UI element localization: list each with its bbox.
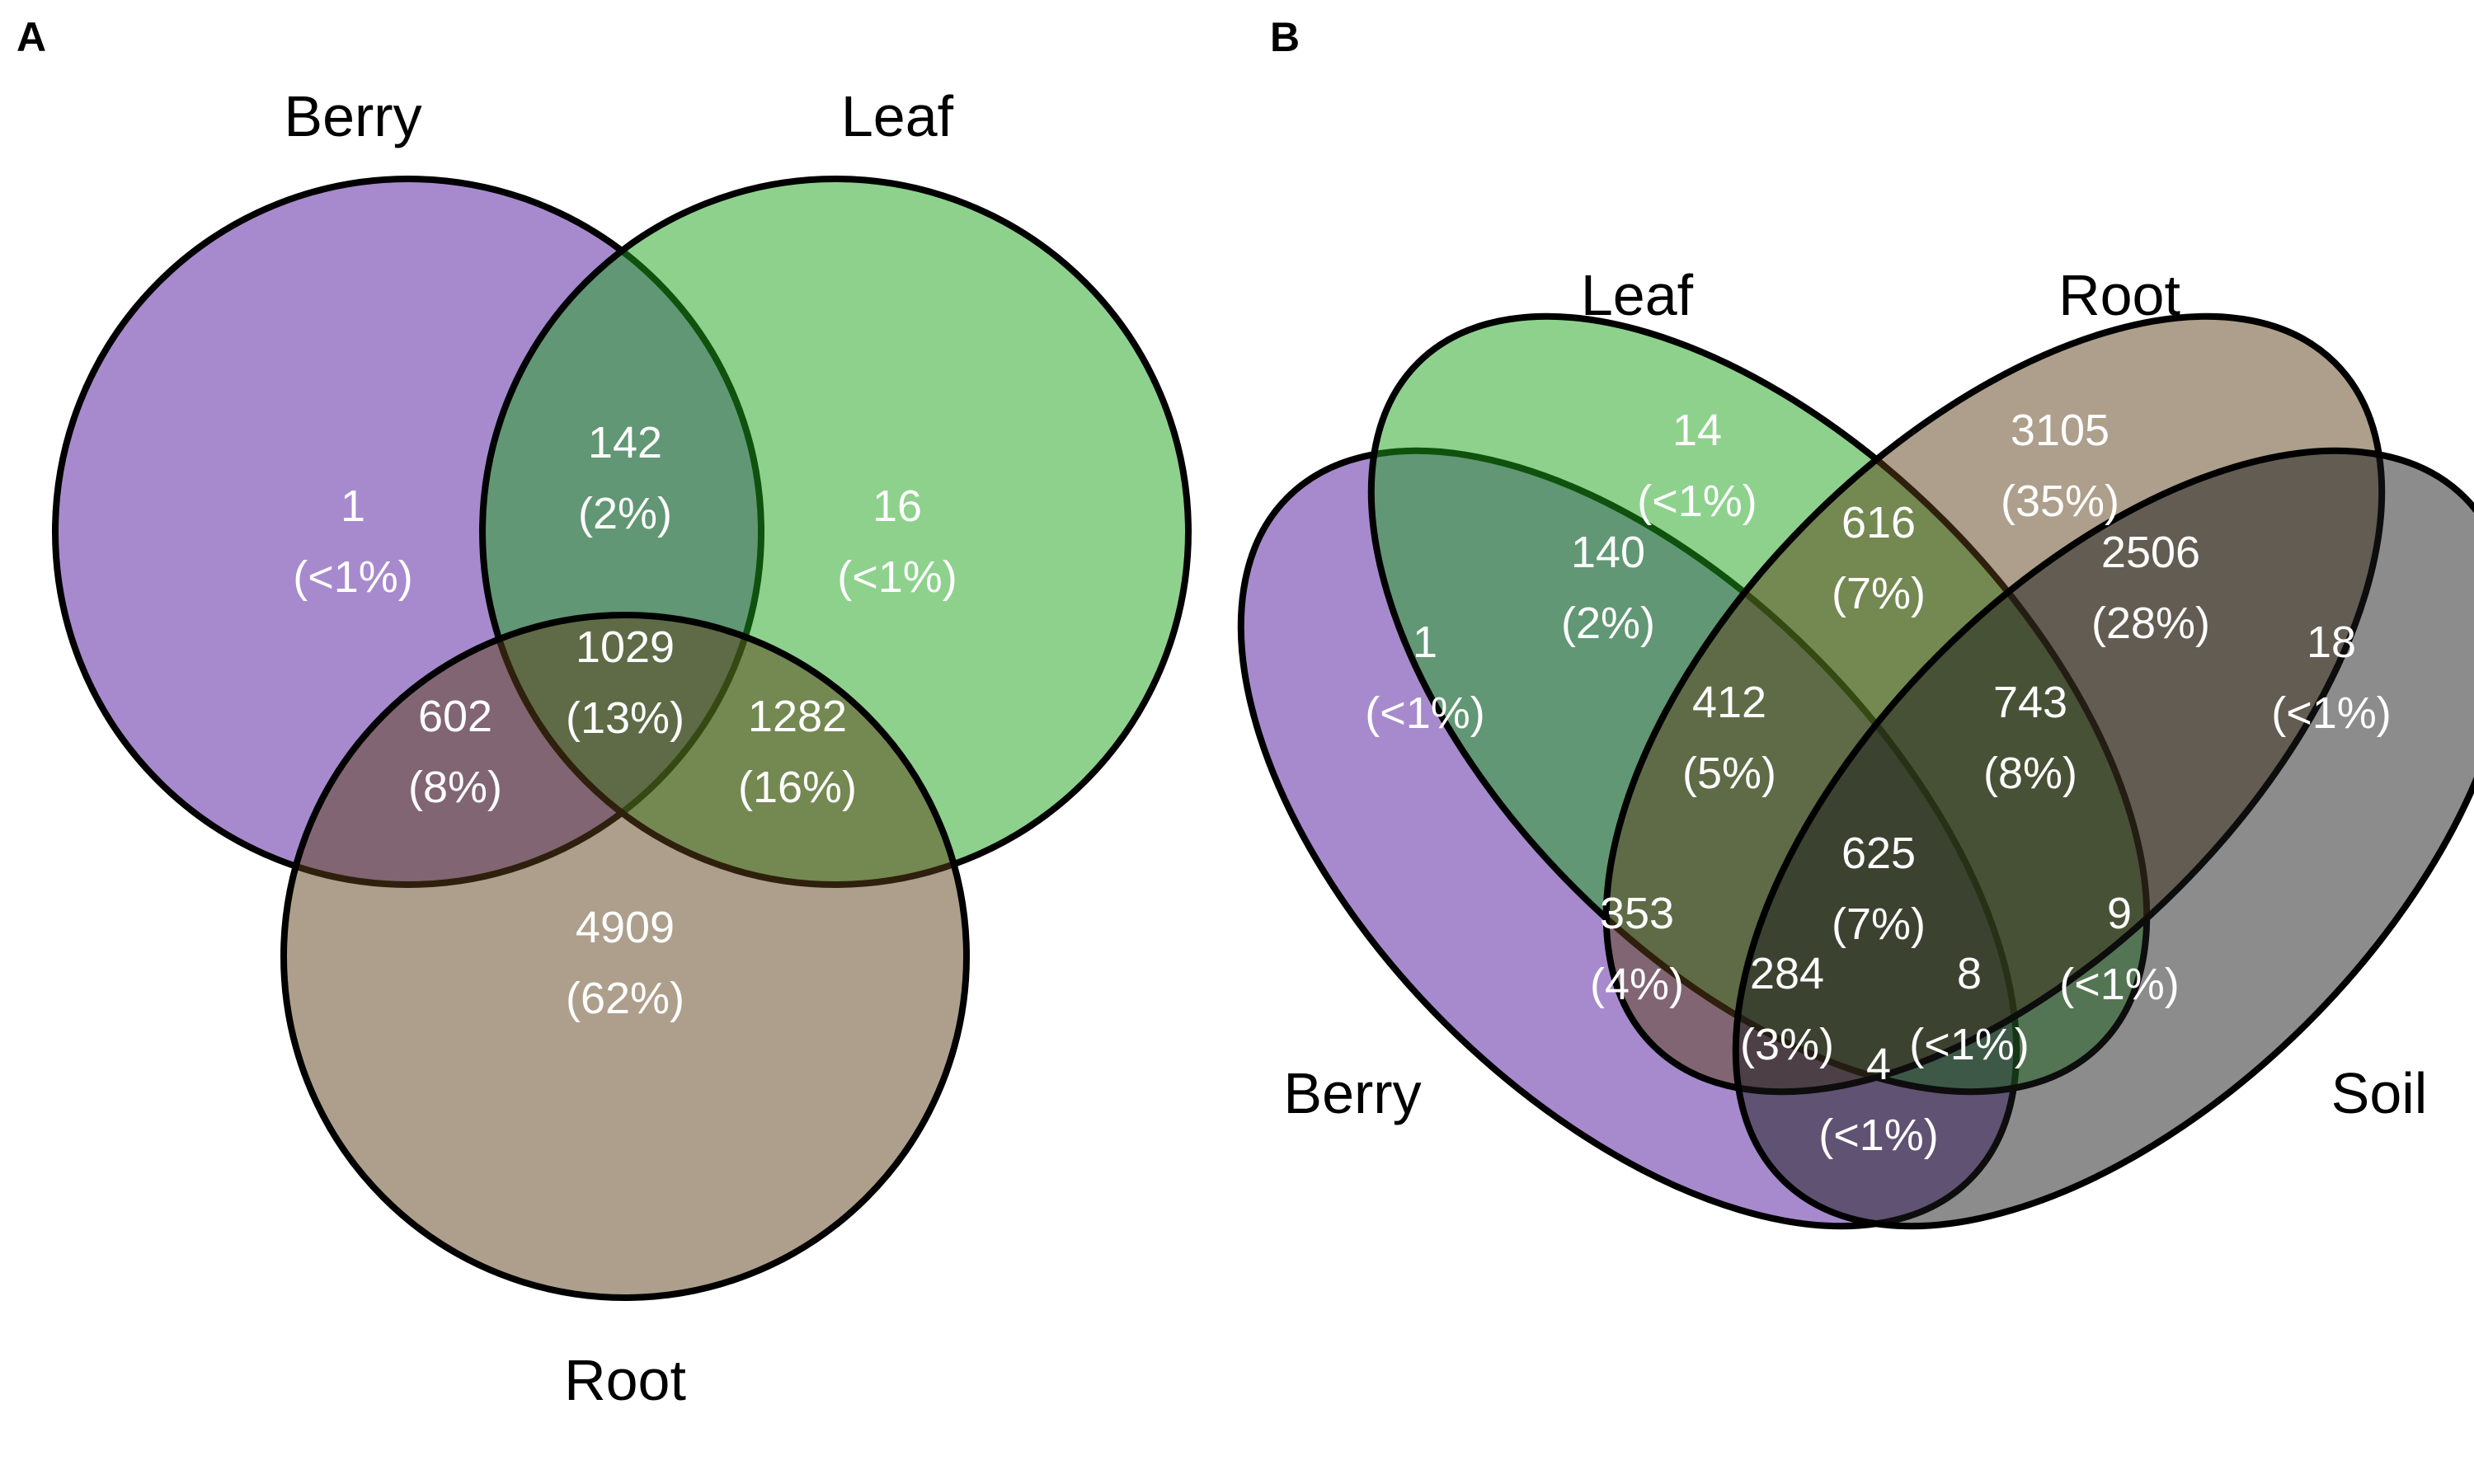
region-percent: (8%)	[408, 763, 502, 812]
region-count: 142	[588, 418, 662, 467]
panel-b-region-berry-root: 353 (4%)	[1590, 889, 1684, 1009]
region-percent: (16%)	[738, 763, 857, 812]
region-percent: (62%)	[566, 974, 684, 1023]
region-percent: (4%)	[1590, 960, 1684, 1009]
region-percent: (<1%)	[1818, 1111, 1939, 1160]
region-percent: (<1%)	[2271, 688, 2392, 738]
panel-b-region-all-four: 625 (7%)	[1832, 829, 1926, 949]
panel-a-region-all-three: 1029 (13%)	[566, 622, 684, 743]
panel-a-region-berry-root: 602 (8%)	[408, 692, 502, 812]
panel-a-label-root: Root	[564, 1348, 686, 1412]
region-percent: (28%)	[2091, 599, 2210, 648]
region-count: 9	[2107, 889, 2132, 938]
panel-b-region-berry-leaf-soil: 8 (<1%)	[1909, 949, 2030, 1069]
region-count: 284	[1750, 949, 1824, 998]
panel-b-label-root: Root	[2058, 263, 2180, 327]
region-count: 18	[2307, 618, 2356, 667]
panel-b-region-leaf-soil: 9 (<1%)	[2059, 889, 2180, 1009]
panel-b-region-root-soil: 2506 (28%)	[2091, 528, 2210, 648]
region-count: 1	[341, 481, 365, 531]
region-percent: (<1%)	[1637, 477, 1757, 526]
panel-b-region-soil-only: 18 (<1%)	[2271, 618, 2392, 738]
panel-b-region-leaf-root-soil: 743 (8%)	[1983, 678, 2077, 798]
panel-b-label-soil: Soil	[2331, 1061, 2428, 1125]
panel-b-region-berry-leaf-root: 412 (5%)	[1682, 678, 1776, 798]
region-count: 140	[1571, 528, 1645, 577]
region-count: 14	[1672, 406, 1722, 455]
region-percent: (13%)	[566, 693, 684, 743]
region-count: 16	[872, 481, 922, 531]
panel-a-label-berry: Berry	[284, 84, 421, 148]
panel-a-region-root-only: 4909 (62%)	[566, 903, 684, 1023]
region-percent: (7%)	[1832, 899, 1926, 949]
panel-b-label-berry: Berry	[1283, 1061, 1421, 1125]
panel-b-region-root-only: 3105 (35%)	[2001, 406, 2119, 526]
region-percent: (<1%)	[1365, 688, 1485, 738]
panel-b-region-berry-only: 1 (<1%)	[1365, 618, 1485, 738]
region-count: 3105	[2011, 406, 2109, 455]
region-percent: (5%)	[1682, 749, 1776, 798]
region-count: 1	[1413, 618, 1437, 667]
panel-a-region-leaf-root: 1282 (16%)	[738, 692, 857, 812]
region-percent: (2%)	[1561, 599, 1655, 648]
panel-a-letter: A	[16, 14, 46, 60]
panel-a: A Berry Leaf Root 1 (<1%) 142 (2%) 16 (<…	[16, 14, 1192, 1412]
region-percent: (2%)	[578, 489, 672, 538]
region-percent: (35%)	[2001, 477, 2119, 526]
panel-b-region-berry-soil: 4 (<1%)	[1818, 1040, 1939, 1160]
region-percent: (<1%)	[1909, 1020, 2030, 1069]
panel-b-region-leaf-root: 616 (7%)	[1832, 498, 1926, 618]
region-count: 8	[1957, 949, 1982, 998]
region-percent: (<1%)	[2059, 960, 2180, 1009]
region-percent: (8%)	[1983, 749, 2077, 798]
panel-b-letter: B	[1270, 14, 1300, 60]
region-count: 4	[1866, 1040, 1891, 1089]
panel-a-root-circle	[280, 612, 970, 1301]
region-percent: (<1%)	[837, 552, 957, 602]
panel-b-label-leaf: Leaf	[1581, 263, 1694, 327]
region-percent: (<1%)	[293, 552, 413, 602]
panel-b-region-berry-leaf: 140 (2%)	[1561, 528, 1655, 648]
panel-a-region-berry-leaf: 142 (2%)	[578, 418, 672, 538]
panel-a-label-leaf: Leaf	[841, 84, 954, 148]
panel-b-soil-ellipse	[1732, 447, 2474, 1230]
panel-a-region-berry-only: 1 (<1%)	[293, 481, 413, 602]
region-count: 412	[1692, 678, 1766, 727]
region-count: 616	[1841, 498, 1916, 547]
region-percent: (3%)	[1740, 1020, 1834, 1069]
panel-b: B Leaf Root Berry Soil 14 (<1%) 3105 (35…	[1237, 14, 2474, 1230]
region-count: 743	[1993, 678, 2067, 727]
region-count: 353	[1600, 889, 1674, 938]
panel-b-region-leaf-only: 14 (<1%)	[1637, 406, 1757, 526]
panel-a-region-leaf-only: 16 (<1%)	[837, 481, 957, 602]
region-count: 625	[1841, 829, 1916, 878]
panel-b-region-berry-root-soil: 284 (3%)	[1740, 949, 1834, 1069]
region-count: 2506	[2101, 528, 2200, 577]
region-percent: (7%)	[1832, 569, 1926, 618]
region-count: 1282	[748, 692, 847, 741]
region-count: 1029	[576, 622, 675, 672]
region-count: 602	[418, 692, 492, 741]
region-count: 4909	[576, 903, 675, 952]
